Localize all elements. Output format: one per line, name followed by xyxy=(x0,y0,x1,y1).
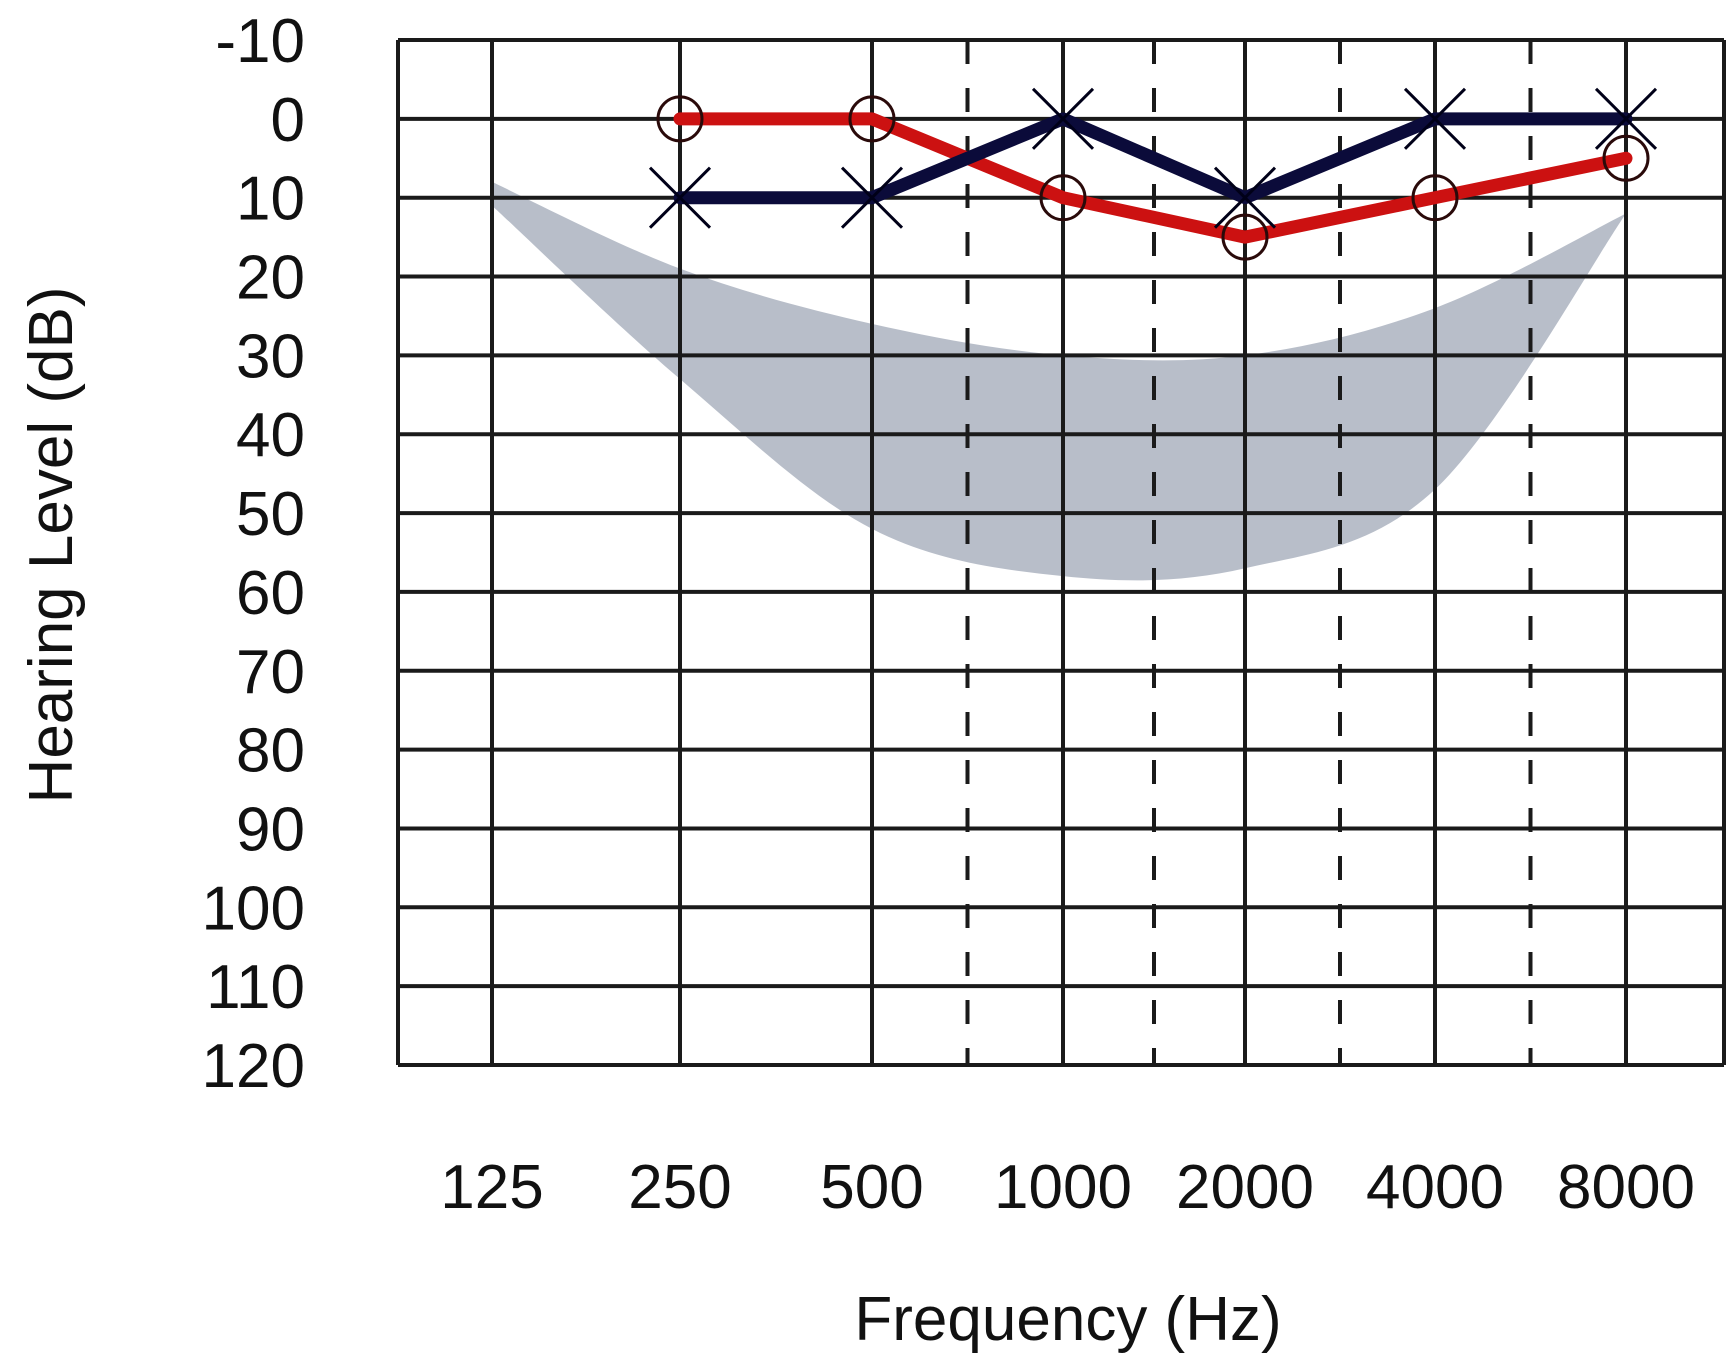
x-tick-label: 250 xyxy=(628,1153,731,1222)
data-point-x xyxy=(840,166,904,229)
data-point-x-stroke xyxy=(840,166,904,229)
data-point-circle xyxy=(1039,174,1087,222)
data-point-x-stroke xyxy=(1403,87,1467,150)
data-point-x-stroke xyxy=(1594,87,1658,150)
y-tick-label: 20 xyxy=(236,244,305,313)
data-point-x xyxy=(648,166,712,229)
y-tick-label: 10 xyxy=(236,165,305,234)
x-tick-label: 4000 xyxy=(1366,1153,1504,1222)
y-tick-label: 70 xyxy=(236,638,305,707)
y-tick-label: 100 xyxy=(202,874,305,943)
data-point-x xyxy=(1594,87,1658,150)
y-tick-label: 40 xyxy=(236,401,305,470)
x-tick-label: 8000 xyxy=(1557,1153,1695,1222)
series-line xyxy=(673,112,1633,244)
x-tick-label: 500 xyxy=(820,1153,923,1222)
x-tick-label: 1000 xyxy=(994,1153,1132,1222)
data-point-circle xyxy=(1221,213,1269,261)
y-tick-label: 80 xyxy=(236,717,305,786)
series-line xyxy=(673,112,1633,205)
x-axis-label: Frequency (Hz) xyxy=(854,1285,1281,1354)
speech-banana-region xyxy=(492,181,1626,581)
data-point-circle xyxy=(1411,174,1459,222)
y-tick-labels: -10 0 10 20 30 40 50 60 70 80 90 100 110 120 xyxy=(202,7,305,1101)
series-layer xyxy=(648,87,1658,261)
data-point-circle xyxy=(848,95,896,143)
y-tick-label: 110 xyxy=(206,953,305,1022)
y-tick-label: 90 xyxy=(236,795,305,864)
data-point-circle xyxy=(1602,134,1650,182)
y-tick-label: 50 xyxy=(236,480,305,549)
x-tick-label: 2000 xyxy=(1176,1153,1314,1222)
y-tick-label: 60 xyxy=(236,559,305,628)
y-tick-label: 0 xyxy=(271,86,305,155)
data-point-x-stroke xyxy=(1213,166,1277,229)
y-axis-label: Hearing Level (dB) xyxy=(17,287,86,804)
y-tick-label: 120 xyxy=(202,1032,305,1101)
x-tick-labels: 125 250 500 1000 2000 4000 8000 xyxy=(440,1153,1695,1222)
grid-layer xyxy=(396,38,1726,1067)
y-tick-label: -10 xyxy=(215,7,305,76)
data-point-x-stroke xyxy=(1031,87,1095,150)
data-point-x xyxy=(1403,87,1467,150)
data-point-circle xyxy=(656,95,704,143)
data-point-x xyxy=(1213,166,1277,229)
data-point-x-stroke xyxy=(648,166,712,229)
data-point-x xyxy=(1031,87,1095,150)
speech-banana-layer xyxy=(492,181,1626,581)
x-tick-label: 125 xyxy=(440,1153,543,1222)
y-tick-label: 30 xyxy=(236,322,305,391)
